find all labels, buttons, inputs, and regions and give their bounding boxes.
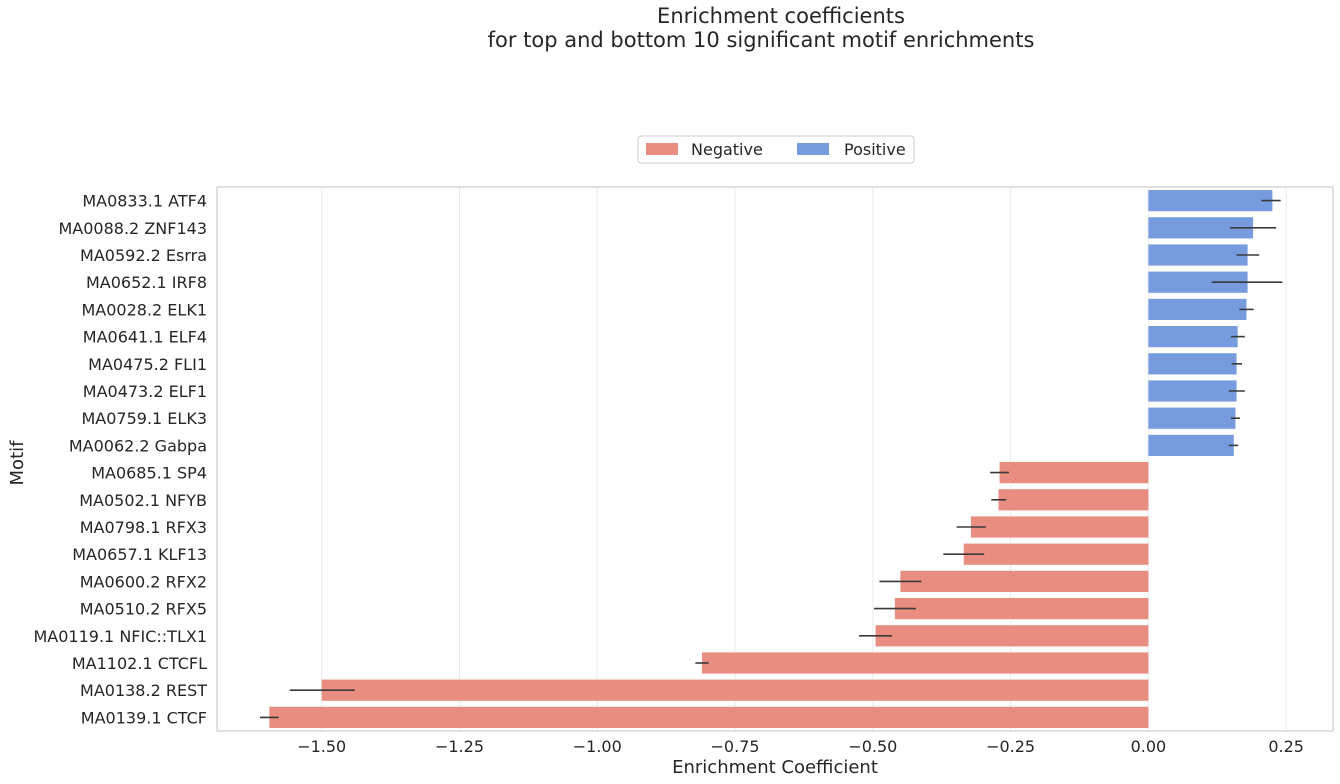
bar — [1148, 353, 1237, 375]
bar — [1148, 380, 1237, 402]
bar — [963, 543, 1149, 565]
y-tick-label: MA0600.2 RFX2 — [80, 572, 207, 591]
chart-title: Enrichment coefficients for top and bott… — [488, 4, 1035, 52]
chart-title-line-2: for top and bottom 10 significant motif … — [488, 28, 1035, 52]
y-tick-label: MA0657.1 KLF13 — [72, 545, 207, 564]
x-tick-label: 0.25 — [1268, 737, 1304, 756]
y-tick-label: MA0028.2 ELK1 — [81, 300, 207, 319]
legend-label-negative: Negative — [691, 140, 763, 159]
bar — [1148, 217, 1254, 239]
y-tick-label: MA0062.2 Gabpa — [69, 436, 207, 455]
bar — [321, 679, 1149, 701]
y-tick-label: MA0138.2 REST — [80, 681, 207, 700]
vertical-gridlines — [321, 187, 1287, 731]
bar — [1148, 271, 1248, 293]
y-tick-label: MA0833.1 ATF4 — [82, 192, 207, 211]
y-tick-label: MA0641.1 ELF4 — [83, 328, 207, 347]
y-tick-label: MA0475.2 FLI1 — [88, 355, 207, 374]
y-tick-label: MA0088.2 ZNF143 — [59, 219, 208, 238]
x-tick-label: −1.25 — [435, 737, 484, 756]
bars — [269, 189, 1273, 729]
bar — [894, 597, 1149, 620]
y-tick-label: MA0652.1 IRF8 — [86, 273, 207, 292]
x-axis-tick-labels: −1.50 −1.25 −1.00 −0.75 −0.50 −0.25 0.00 0.25 — [297, 737, 1304, 756]
y-axis-tick-labels: MA0833.1 ATF4 MA0088.2 ZNF143 MA0592.2 Esr… — [34, 192, 208, 728]
bar — [1148, 189, 1273, 212]
x-tick-label: −0.50 — [848, 737, 897, 756]
bar — [999, 461, 1149, 484]
bar — [970, 516, 1149, 538]
error-bars — [259, 199, 1283, 719]
y-tick-label: MA0139.1 CTCF — [81, 708, 207, 727]
y-tick-label: MA0502.1 NFYB — [79, 491, 207, 510]
y-tick-label: MA0685.1 SP4 — [91, 464, 207, 483]
x-tick-label: −0.25 — [986, 737, 1035, 756]
y-tick-label: MA0798.1 RFX3 — [80, 518, 207, 537]
y-axis-label: Motif — [7, 440, 28, 486]
y-tick-label: MA0119.1 NFIC::TLX1 — [34, 627, 208, 646]
bar — [701, 652, 1149, 674]
y-tick-label: MA0473.2 ELF1 — [83, 382, 207, 401]
x-tick-label: −1.00 — [573, 737, 622, 756]
bar — [1148, 325, 1238, 348]
bar — [900, 570, 1149, 593]
bar — [1148, 407, 1236, 429]
plot-area-frame — [216, 186, 1334, 732]
bar — [1148, 434, 1234, 457]
y-tick-label: MA0759.1 ELK3 — [81, 409, 207, 428]
legend: Negative Positive — [637, 135, 915, 164]
legend-swatch-negative — [646, 143, 678, 155]
y-tick-label: MA0592.2 Esrra — [80, 246, 207, 265]
bar — [269, 706, 1149, 729]
x-tick-label: 0.00 — [1131, 737, 1167, 756]
legend-swatch-positive — [797, 143, 829, 155]
bar — [1148, 244, 1248, 266]
y-tick-label: MA0510.2 RFX5 — [80, 600, 207, 619]
bar — [875, 625, 1149, 647]
chart-title-line-1: Enrichment coefficients — [657, 4, 905, 28]
x-tick-label: −1.50 — [297, 737, 346, 756]
legend-frame — [637, 135, 915, 164]
x-tick-label: −0.75 — [711, 737, 760, 756]
x-axis-label: Enrichment Coefficient — [672, 757, 878, 778]
y-tick-label: MA1102.1 CTCFL — [72, 654, 207, 673]
bar — [998, 489, 1149, 511]
bar — [1148, 298, 1247, 321]
legend-label-positive: Positive — [844, 140, 906, 159]
